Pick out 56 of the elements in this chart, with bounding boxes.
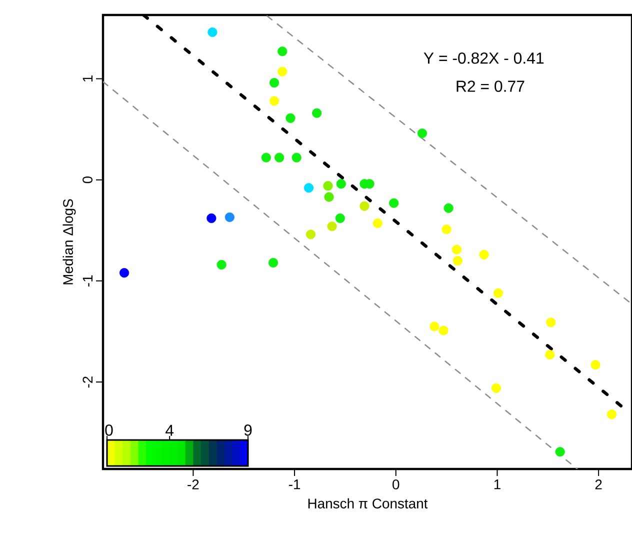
point <box>606 410 617 420</box>
point <box>546 318 556 328</box>
point <box>493 288 504 298</box>
point <box>336 179 346 189</box>
point <box>372 218 382 228</box>
point <box>323 181 333 191</box>
point <box>590 360 600 370</box>
point <box>312 108 322 118</box>
point <box>269 96 280 106</box>
point <box>206 213 216 224</box>
annotation: 0 <box>105 424 113 436</box>
point <box>274 152 284 162</box>
point <box>479 250 489 260</box>
annotation: 4 <box>166 424 174 436</box>
point <box>119 268 130 278</box>
point <box>438 326 448 336</box>
y-tick-label: 0 <box>82 176 92 184</box>
point <box>444 203 454 213</box>
point <box>452 256 462 266</box>
point <box>216 260 226 270</box>
point <box>452 244 462 254</box>
point <box>389 198 399 208</box>
point <box>491 383 502 393</box>
point <box>442 224 452 234</box>
point <box>417 128 428 138</box>
point <box>555 447 565 457</box>
y-tick-label: -2 <box>82 376 92 388</box>
point <box>360 201 370 211</box>
point <box>278 46 288 56</box>
point <box>278 66 288 76</box>
annotation: R2 = 0.77 <box>456 80 524 92</box>
x-axis-title: Hansch π Constant <box>308 498 428 508</box>
x-tick-label: -2 <box>188 480 199 490</box>
point <box>335 213 345 224</box>
point <box>286 113 296 123</box>
annotation: Y = -0.82X - 0.41 <box>424 52 544 64</box>
x-tick-label: 1 <box>494 480 500 490</box>
point <box>269 78 280 88</box>
point <box>268 258 278 268</box>
point <box>545 350 555 360</box>
point <box>292 152 302 162</box>
point <box>224 212 234 222</box>
point <box>304 183 314 193</box>
point <box>430 322 440 332</box>
annotation: 9 <box>244 424 252 436</box>
point <box>306 230 316 240</box>
point <box>261 152 271 162</box>
point <box>208 27 218 37</box>
y-tick-label: 1 <box>82 76 92 82</box>
point <box>324 192 334 202</box>
y-tick-label: -1 <box>82 275 92 286</box>
x-tick-label: 2 <box>595 480 602 490</box>
x-tick-label: 0 <box>392 480 400 490</box>
x-tick-label: -1 <box>288 480 300 490</box>
point <box>327 222 337 232</box>
y-axis-title: Median ΔlogS <box>62 199 76 284</box>
